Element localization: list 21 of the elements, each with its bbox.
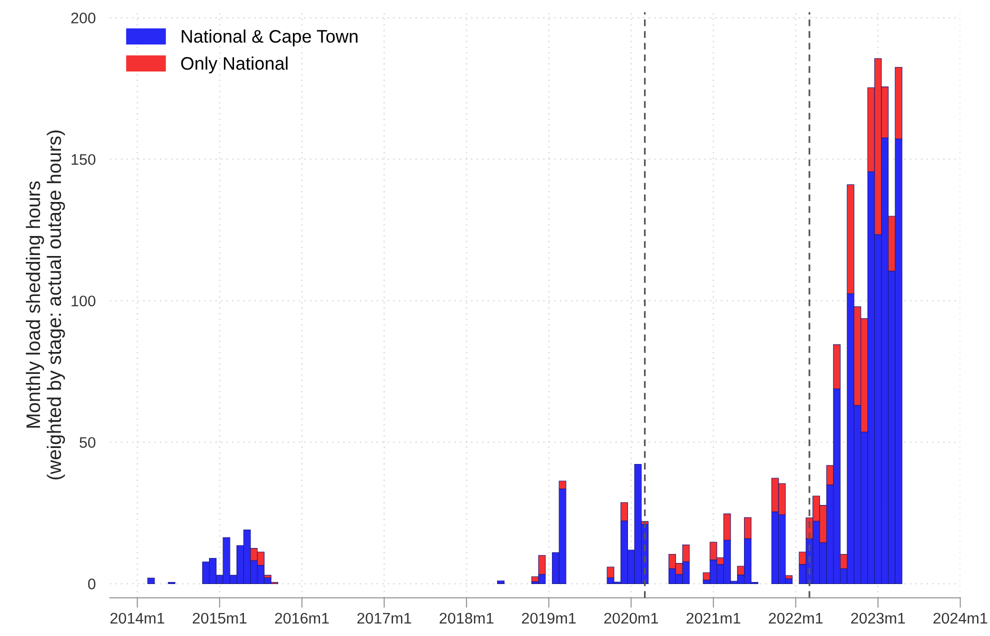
y-axis-title: Monthly load shedding hours (weighted by stage: actual outage hours) — [26, 130, 65, 480]
y-tick-label: 50 — [80, 437, 96, 448]
x-tick-label: 2020m1 — [604, 612, 658, 624]
y-tick-label: 150 — [72, 154, 96, 165]
legend-label: Only National — [181, 56, 288, 74]
x-tick-label: 2019m1 — [522, 612, 576, 624]
x-tick-label: 2016m1 — [275, 612, 329, 624]
x-tick-label: 2018m1 — [440, 612, 494, 624]
y-tick-label: 100 — [72, 296, 96, 306]
x-tick-label: 2015m1 — [192, 612, 246, 624]
y-tick-label: 0 — [88, 578, 96, 590]
legend-label: National & Cape Town — [182, 30, 358, 46]
x-tick-label: 2021m1 — [686, 612, 740, 624]
x-tick-label: 2014m1 — [110, 612, 164, 624]
x-tick-label: 2024m1 — [933, 612, 988, 624]
x-tick-label: 2017m1 — [357, 612, 412, 624]
y-tick-label: 200 — [71, 12, 96, 24]
bar — [147, 578, 155, 584]
bar — [497, 580, 505, 584]
x-tick-label: 2022m1 — [768, 612, 823, 624]
x-tick-label: 2023m1 — [851, 612, 905, 624]
